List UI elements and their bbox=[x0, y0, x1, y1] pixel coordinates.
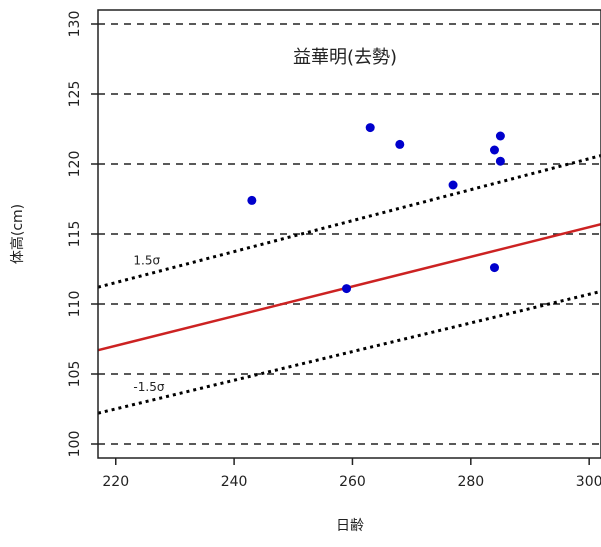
y-tick-label: 105 bbox=[67, 361, 83, 388]
y-tick-label: 125 bbox=[67, 81, 83, 108]
x-axis-title: 日齢 bbox=[336, 518, 364, 534]
y-tick-label: 110 bbox=[67, 291, 83, 318]
data-point bbox=[395, 139, 405, 149]
data-point bbox=[489, 263, 499, 273]
grid-lines bbox=[98, 23, 601, 445]
data-point bbox=[342, 284, 352, 294]
x-tick-label: 220 bbox=[102, 474, 129, 490]
data-point bbox=[495, 156, 505, 166]
data-point bbox=[448, 180, 458, 190]
y-tick-label: 115 bbox=[67, 221, 83, 248]
data-point bbox=[489, 145, 499, 155]
chart-title: 益華明(去勢) bbox=[293, 47, 397, 68]
sigma-label: -1.5σ bbox=[133, 380, 164, 394]
x-tick-label: 300 bbox=[576, 474, 601, 490]
data-point bbox=[247, 195, 257, 205]
x-tick-label: 240 bbox=[221, 474, 248, 490]
data-point bbox=[495, 131, 505, 141]
sigma-line bbox=[97, 154, 601, 289]
y-axis: 100 105 110 115 120 125 130 bbox=[67, 11, 98, 458]
sigma-labels: 1.5σ -1.5σ bbox=[133, 253, 164, 394]
data-points bbox=[247, 123, 505, 294]
sigma-lines bbox=[97, 154, 601, 415]
sigma-line bbox=[97, 289, 601, 415]
y-tick-label: 120 bbox=[67, 151, 83, 178]
x-tick-label: 280 bbox=[457, 474, 484, 490]
y-axis-title: 体高(cm) bbox=[9, 204, 26, 264]
y-tick-label: 100 bbox=[67, 431, 83, 458]
x-axis: 220 240 260 280 300 bbox=[102, 458, 601, 490]
data-point bbox=[365, 123, 375, 133]
x-tick-label: 260 bbox=[339, 474, 366, 490]
y-tick-label: 130 bbox=[67, 11, 83, 38]
sigma-label: 1.5σ bbox=[133, 253, 160, 267]
